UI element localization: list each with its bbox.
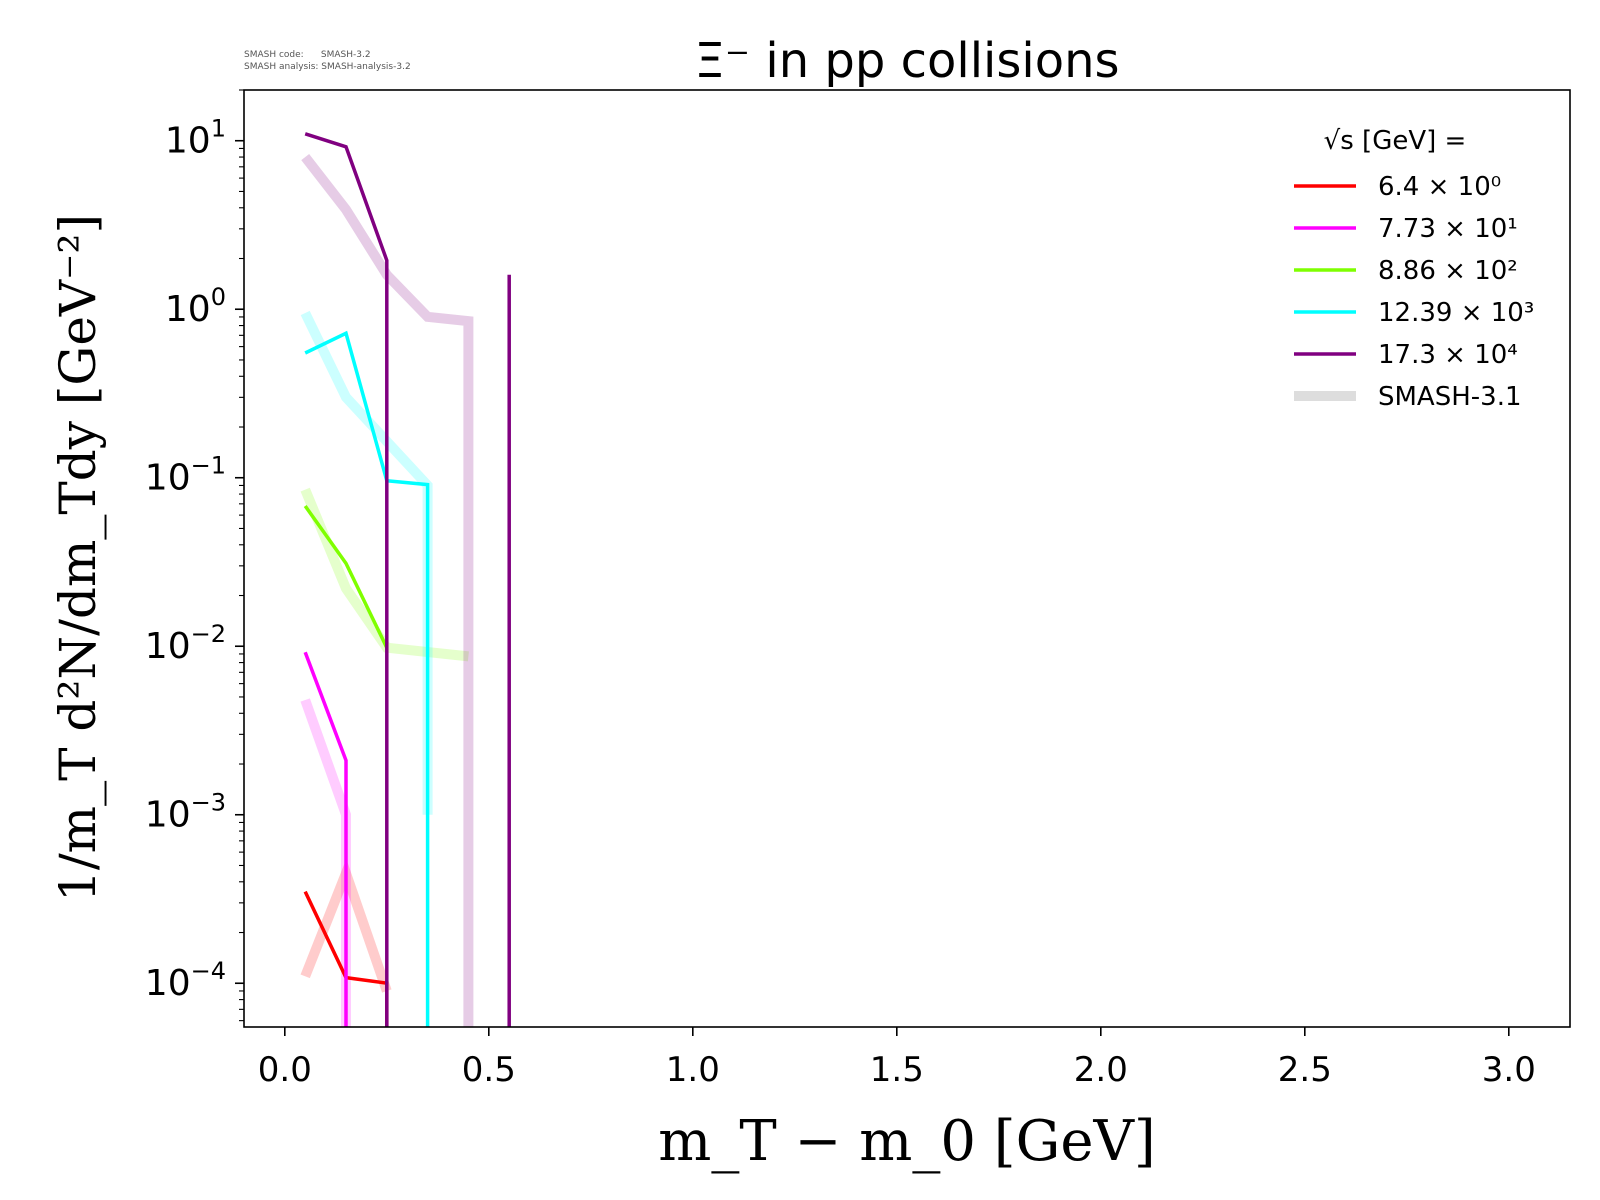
series-line-2	[303, 504, 389, 649]
y-tick-label: 101	[165, 115, 226, 162]
series-layer	[303, 132, 511, 1027]
legend-label: 8.86 × 10²	[1378, 256, 1518, 286]
legend: √s [GeV] = 6.4 × 10⁰ 7.73 × 10¹ 8.86 × 10² 1…	[1294, 126, 1534, 412]
legend-label: 6.4 × 10⁰	[1378, 172, 1501, 202]
y-tick-label: 10−3	[145, 789, 226, 836]
x-tick-label: 1.0	[666, 1050, 720, 1090]
smash-analysis-version: SMASH analysis: SMASH-analysis-3.2	[244, 62, 411, 72]
legend-label-reference: SMASH-3.1	[1378, 382, 1522, 412]
series-line-1	[303, 651, 348, 1027]
x-tick-label: 3.0	[1482, 1050, 1536, 1090]
y-tick-label: 10−2	[145, 620, 226, 667]
x-tick-label: 2.0	[1074, 1050, 1128, 1090]
y-axis-label: 1/m_T d²N/dm_Tdy [GeV⁻²]	[49, 214, 107, 902]
x-axis: 0.0 0.5 1.0 1.5 2.0 2.5 3.0	[258, 1027, 1536, 1090]
y-tick-label: 10−1	[145, 452, 226, 499]
y-tick-label: 10−4	[145, 957, 226, 1004]
smash-code-version: SMASH code: SMASH-3.2	[244, 50, 371, 60]
y-tick-label: 100	[165, 283, 226, 330]
series-line-0	[303, 890, 389, 1027]
x-axis-label: m_T − m_0 [GeV]	[658, 1109, 1156, 1174]
legend-title: √s [GeV] =	[1324, 126, 1467, 156]
x-tick-label: 0.0	[258, 1050, 312, 1090]
reference-line-4	[301, 154, 474, 1027]
series-line-4	[304, 132, 389, 1027]
chart-title: Ξ⁻ in pp collisions	[694, 33, 1119, 89]
legend-label: 7.73 × 10¹	[1378, 214, 1518, 244]
x-tick-label: 1.5	[870, 1050, 924, 1090]
y-axis: 101 100 10−1 10−2 10−3 10−4	[145, 89, 244, 1022]
plot-frame	[243, 89, 1571, 1028]
legend-label: 12.39 × 10³	[1378, 298, 1534, 328]
legend-label: 17.3 × 10⁴	[1378, 340, 1518, 370]
x-tick-label: 0.5	[462, 1050, 516, 1090]
x-tick-label: 2.5	[1278, 1050, 1332, 1090]
